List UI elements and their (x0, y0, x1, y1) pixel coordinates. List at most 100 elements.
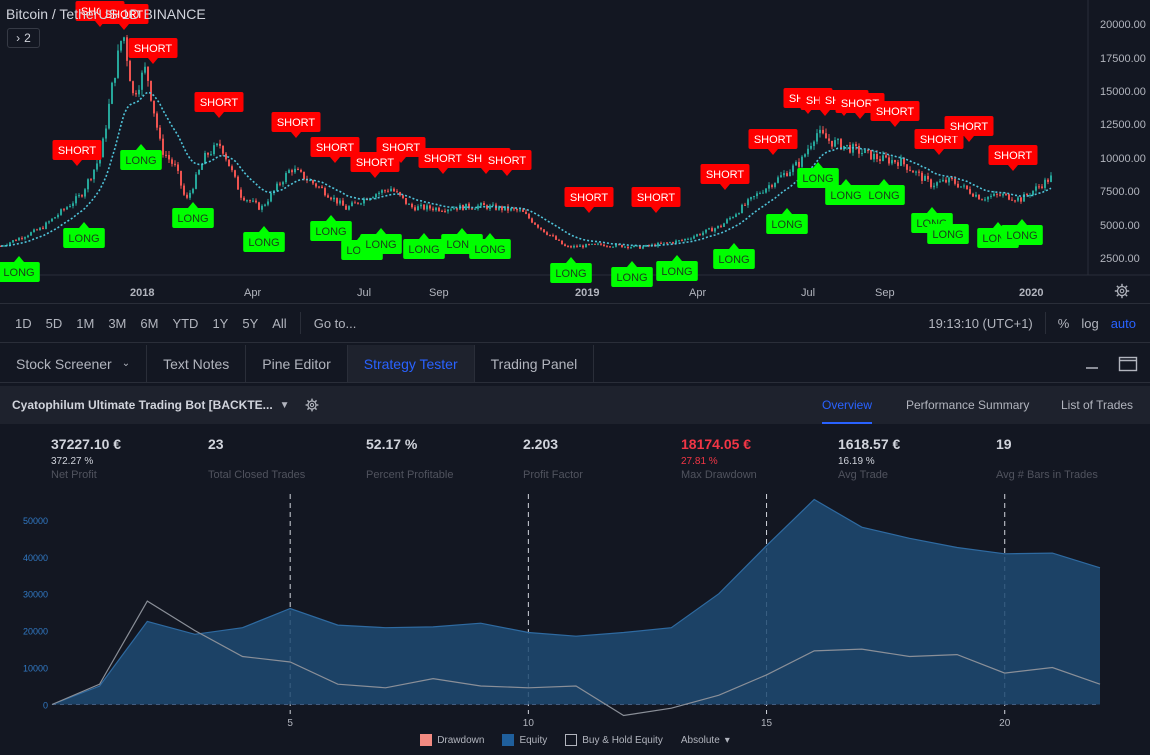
candle-body (564, 244, 566, 247)
short-signal: SHORT (631, 187, 681, 213)
equity-chart[interactable]: 0 10000 20000 30000 40000 50000 5 10 15 20 (0, 486, 1150, 726)
price-tick: 15000.00 (1100, 86, 1146, 98)
signal-pointer (927, 207, 937, 213)
strategy-settings-gear-icon[interactable] (304, 397, 320, 413)
price-axis[interactable]: 20000.00 17500.00 15000.00 12500.00 1000… (1100, 19, 1146, 265)
chevron-down-icon[interactable]: ⌄ (121, 358, 131, 369)
candle-body (900, 157, 902, 166)
time-axis[interactable]: 2018 Apr Jul Sep 2019 Apr Jul Sep 2020 (130, 287, 1043, 299)
range-1y-button[interactable]: 1Y (212, 315, 229, 331)
metric-value: 23 (208, 436, 224, 452)
chart-settings-gear-icon[interactable] (1112, 282, 1132, 300)
candle-body (585, 244, 587, 248)
legend-drawdown[interactable]: Drawdown (420, 734, 484, 746)
candle-body (549, 234, 551, 236)
range-ytd-button[interactable]: YTD (172, 315, 199, 331)
candle-body (540, 227, 542, 230)
symbol-title[interactable]: Bitcoin / TetherUS 1D BINANCE (6, 6, 206, 22)
signal-pointer (188, 202, 198, 208)
candle-body (408, 203, 410, 205)
legend-buy-hold[interactable]: Buy & Hold Equity (565, 734, 663, 746)
candle-body (15, 240, 17, 242)
signal-badge (172, 208, 214, 228)
candle-body (1002, 194, 1004, 196)
range-6m-button[interactable]: 6M (140, 315, 159, 331)
log-scale-toggle[interactable]: log (1081, 315, 1099, 331)
candle-body (129, 60, 131, 82)
candle-body (1038, 186, 1040, 188)
time-tick: Sep (429, 287, 449, 299)
clock-timezone[interactable]: 19:13:10 (UTC+1) (928, 315, 1033, 331)
tab-overview[interactable]: Overview (822, 386, 873, 424)
tab-stock-screener[interactable]: Stock Screener ⌄ (0, 345, 148, 382)
auto-scale-toggle[interactable]: auto (1110, 315, 1136, 331)
range-5y-button[interactable]: 5Y (242, 315, 259, 331)
range-all-button[interactable]: All (272, 315, 287, 331)
percent-scale-toggle[interactable]: % (1057, 315, 1070, 331)
candle-body (33, 229, 35, 233)
signal-badge (403, 239, 445, 259)
long-signal: LONG (611, 261, 653, 287)
date-range-bar: 1D 5D 1M 3M 6M YTD 1Y 5Y All Go to... 19… (0, 303, 1150, 343)
candle-body (114, 77, 116, 83)
metric-percent-profitable: 52.17 % Percent Profitable (366, 436, 516, 481)
price-chart-pane[interactable]: SHORT SHORT SHORT SHORT SHORT SHORT SHORT SHORT… (0, 0, 1150, 303)
candle-body (219, 143, 221, 146)
candle-body (981, 199, 983, 201)
tab-list-of-trades[interactable]: List of Trades (1061, 398, 1134, 412)
signal-label: SHORT (950, 121, 989, 133)
absolute-dropdown[interactable]: Absolute ▾ (681, 735, 730, 746)
minimize-icon (1086, 367, 1098, 369)
indicators-toggle-button[interactable]: › 2 (7, 28, 40, 48)
candle-body (921, 172, 923, 181)
candle-body (786, 173, 788, 177)
candle-body (561, 240, 563, 245)
candle-body (927, 176, 929, 180)
long-signal: LONG (1001, 219, 1043, 245)
tab-performance-summary[interactable]: Performance Summary (906, 398, 1030, 412)
signal-badge (469, 239, 511, 259)
candle-body (99, 157, 101, 164)
candle-body (45, 222, 47, 229)
candle-body (465, 203, 467, 211)
signal-badge (360, 234, 402, 254)
candle-body (432, 208, 434, 211)
metric-percent: 16.19 % (838, 456, 875, 467)
minimize-panel-button[interactable] (1085, 345, 1099, 383)
candle-body (123, 37, 125, 41)
candle-body (162, 138, 164, 155)
tab-text-notes[interactable]: Text Notes (147, 345, 247, 382)
candle-body (546, 232, 548, 235)
candle-body (252, 200, 254, 202)
tab-strategy-tester[interactable]: Strategy Tester (347, 345, 475, 382)
legend-equity[interactable]: Equity (502, 734, 547, 746)
goto-date-button[interactable]: Go to... (313, 315, 357, 331)
signal-label: SHORT (58, 145, 97, 157)
long-signal: LONG (63, 222, 105, 248)
candle-body (111, 82, 113, 104)
candle-body (849, 144, 851, 153)
candle-body (702, 232, 704, 236)
signal-label: LONG (802, 173, 833, 185)
signal-label: SHORT (277, 117, 316, 129)
candle-body (12, 240, 14, 243)
candle-body (297, 168, 299, 170)
long-signal: LONG (863, 179, 905, 205)
candle-body (825, 133, 827, 139)
candle-body (780, 175, 782, 178)
tab-trading-panel[interactable]: Trading Panel (475, 345, 595, 382)
tab-pine-editor[interactable]: Pine Editor (246, 345, 348, 382)
strategy-name[interactable]: Cyatophilum Ultimate Trading Bot [BACKTE… (12, 398, 273, 412)
signal-pointer (813, 162, 823, 168)
candle-body (999, 194, 1001, 196)
price-chart[interactable]: SHORTSHORTSHORTSHORTSHORTSHORTSHORTSHORT… (0, 0, 1150, 303)
candle-body (642, 246, 644, 249)
range-1m-button[interactable]: 1M (76, 315, 95, 331)
range-5d-button[interactable]: 5D (45, 315, 63, 331)
candle-body (456, 208, 458, 210)
maximize-panel-button[interactable] (1118, 345, 1138, 383)
candle-body (303, 171, 305, 180)
range-1d-button[interactable]: 1D (15, 315, 32, 331)
caret-down-icon[interactable]: ▼ (279, 399, 290, 411)
range-3m-button[interactable]: 3M (108, 315, 127, 331)
